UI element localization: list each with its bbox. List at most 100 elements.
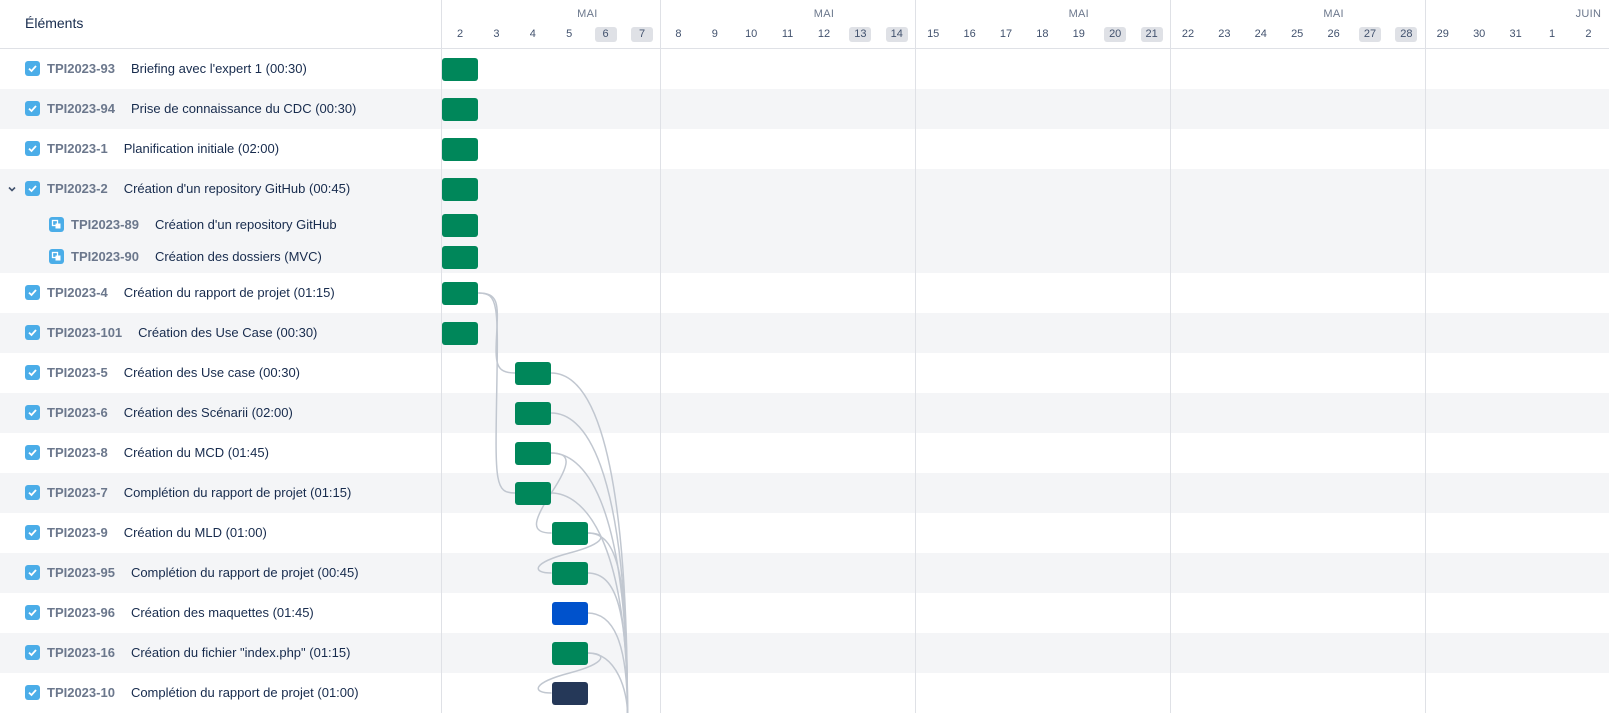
issue-summary[interactable]: Création du fichier "index.php" (01:15): [130, 645, 351, 660]
issue-summary[interactable]: Création d'un repository GitHub: [154, 217, 337, 232]
week-divider: [1424, 0, 1426, 48]
week-divider: [915, 0, 916, 48]
row-background: [0, 209, 1609, 241]
timeline-grid[interactable]: [442, 49, 1609, 713]
timeline-bar[interactable]: [442, 213, 479, 237]
issue-summary[interactable]: Complétion du rapport de projet (01:15): [123, 485, 352, 500]
issue-key[interactable]: TPI2023-96: [47, 605, 115, 620]
task-row[interactable]: TPI2023-93 Briefing avec l'expert 1 (00:3…: [0, 49, 441, 89]
week-divider: [1424, 49, 1426, 713]
task-row[interactable]: TPI2023-96 Création des maquettes (01:45): [0, 593, 441, 633]
issue-summary[interactable]: Création d'un repository GitHub (00:45): [123, 181, 351, 196]
issue-summary[interactable]: Prise de connaissance du CDC (00:30): [130, 101, 357, 116]
task-row[interactable]: TPI2023-95 Complétion du rapport de proje…: [0, 553, 441, 593]
task-checkbox-icon: [25, 525, 40, 540]
task-checkbox-icon: [25, 565, 40, 580]
day-label: 5: [566, 28, 573, 40]
timeline-bar[interactable]: [442, 245, 479, 269]
task-row[interactable]: TPI2023-101 Création des Use Case (00:30): [0, 313, 441, 353]
timeline-bar[interactable]: [442, 97, 479, 121]
timeline-bar[interactable]: [442, 57, 479, 81]
timeline-bar[interactable]: [515, 481, 552, 505]
task-row[interactable]: TPI2023-4 Création du rapport de projet (…: [0, 273, 441, 313]
day-label: 30: [1473, 28, 1486, 40]
issue-summary[interactable]: Création des Scénarii (02:00): [123, 405, 293, 420]
timeline-bar[interactable]: [442, 177, 479, 201]
issue-key[interactable]: TPI2023-6: [47, 405, 108, 420]
timeline-bar[interactable]: [551, 681, 588, 705]
week-divider: [660, 49, 662, 713]
issue-key[interactable]: TPI2023-7: [47, 485, 108, 500]
issue-summary[interactable]: Création du rapport de projet (01:15): [123, 285, 335, 300]
issue-summary[interactable]: Complétion du rapport de projet (01:00): [130, 685, 359, 700]
day-label: 15: [927, 28, 940, 40]
chevron-down-icon[interactable]: [5, 182, 19, 196]
day-label: 18: [1036, 28, 1049, 40]
task-row[interactable]: TPI2023-2 Création d'un repository GitHub…: [0, 169, 441, 209]
timeline-bar[interactable]: [551, 521, 588, 545]
row-background: [0, 633, 1609, 673]
task-checkbox-icon: [25, 285, 40, 300]
issue-summary[interactable]: Briefing avec l'expert 1 (00:30): [130, 61, 307, 76]
issue-key[interactable]: TPI2023-95: [47, 565, 115, 580]
task-checkbox-icon: [25, 605, 40, 620]
task-row[interactable]: TPI2023-7 Complétion du rapport de projet…: [0, 473, 441, 513]
month-label: MAI: [577, 8, 598, 20]
issue-key[interactable]: TPI2023-1: [47, 141, 108, 156]
timeline-header: 2 3 4 5 6 7 8 9 10 11 12 13 14 15 16 17 18 19 20 21 22 23 24 25…: [442, 0, 1609, 49]
issue-key[interactable]: TPI2023-9: [47, 525, 108, 540]
timeline-bar[interactable]: [515, 441, 552, 465]
task-checkbox-icon: [25, 405, 40, 420]
issue-key[interactable]: TPI2023-4: [47, 285, 108, 300]
issue-key[interactable]: TPI2023-5: [47, 365, 108, 380]
task-row[interactable]: TPI2023-5 Création des Use case (00:30): [0, 353, 441, 393]
issue-key[interactable]: TPI2023-93: [47, 61, 115, 76]
timeline-bar[interactable]: [442, 137, 479, 161]
task-row[interactable]: TPI2023-16 Création du fichier "index.php…: [0, 633, 441, 673]
issue-key[interactable]: TPI2023-90: [71, 249, 139, 264]
task-row[interactable]: TPI2023-94 Prise de connaissance du CDC (…: [0, 89, 441, 129]
issue-summary[interactable]: Création des Use Case (00:30): [138, 325, 318, 340]
task-row[interactable]: TPI2023-8 Création du MCD (01:45): [0, 433, 441, 473]
day-label: 28: [1395, 27, 1418, 42]
issue-summary[interactable]: Complétion du rapport de projet (00:45): [130, 565, 359, 580]
day-label: 11: [781, 28, 794, 40]
task-checkbox-icon: [25, 325, 40, 340]
issue-key[interactable]: TPI2023-2: [47, 181, 108, 196]
timeline-bar[interactable]: [442, 321, 479, 345]
issue-summary[interactable]: Création des Use case (00:30): [123, 365, 301, 380]
day-label: 16: [963, 28, 976, 40]
issue-key[interactable]: TPI2023-101: [47, 325, 123, 340]
task-row[interactable]: TPI2023-10 Complétion du rapport de proje…: [0, 673, 441, 713]
timeline-bar[interactable]: [551, 561, 588, 585]
issue-summary[interactable]: Création du MCD (01:45): [123, 445, 269, 460]
issue-key[interactable]: TPI2023-10: [47, 685, 115, 700]
timeline-bar[interactable]: [515, 361, 552, 385]
timeline-bar[interactable]: [442, 281, 479, 305]
day-label: 2: [456, 28, 464, 40]
day-label: 9: [711, 28, 718, 40]
day-label: 19: [1072, 28, 1085, 40]
issue-summary[interactable]: Planification initiale (02:00): [123, 141, 280, 156]
task-row[interactable]: TPI2023-6 Création des Scénarii (02:00): [0, 393, 441, 433]
subtask-icon: [49, 249, 64, 264]
issue-key[interactable]: TPI2023-8: [47, 445, 108, 460]
task-row[interactable]: TPI2023-9 Création du MLD (01:00): [0, 513, 441, 553]
issue-key[interactable]: TPI2023-94: [47, 101, 115, 116]
subtask-row[interactable]: TPI2023-89 Création d'un repository GitHu…: [0, 209, 441, 241]
task-checkbox-icon: [25, 141, 40, 156]
month-label: JUIN: [1575, 8, 1602, 20]
issue-key[interactable]: TPI2023-16: [47, 645, 115, 660]
issue-summary[interactable]: Création des maquettes (01:45): [130, 605, 314, 620]
issue-summary[interactable]: Création des dossiers (MVC): [154, 249, 322, 264]
subtask-row[interactable]: TPI2023-90 Création des dossiers (MVC): [0, 241, 441, 273]
task-checkbox-icon: [25, 365, 40, 380]
timeline-bar[interactable]: [515, 401, 552, 425]
day-label: 27: [1359, 27, 1381, 42]
month-label: MAI: [1323, 8, 1344, 20]
timeline-bar[interactable]: [551, 641, 588, 665]
issue-summary[interactable]: Création du MLD (01:00): [123, 525, 267, 540]
timeline-bar[interactable]: [551, 601, 588, 625]
task-row[interactable]: TPI2023-1 Planification initiale (02:00): [0, 129, 441, 169]
issue-key[interactable]: TPI2023-89: [71, 217, 139, 232]
